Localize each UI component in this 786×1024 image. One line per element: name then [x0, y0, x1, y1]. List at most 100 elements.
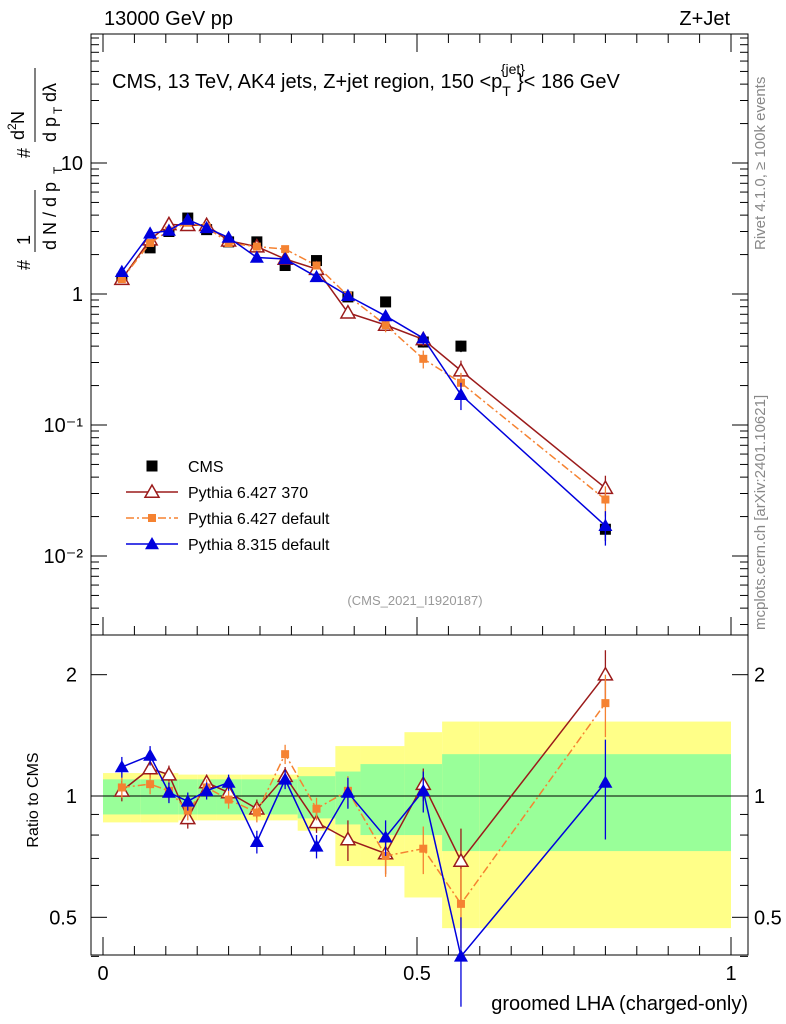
header-right: Z+Jet	[679, 8, 730, 30]
ratio-point	[278, 772, 293, 785]
svg-text:d N / d p: d N / d p	[40, 182, 60, 250]
data-point	[381, 320, 390, 329]
data-point	[199, 220, 214, 234]
main-ylabel: # 1 d N / d p T # d2N d p T dλ	[5, 68, 65, 270]
ratio-point	[146, 780, 155, 789]
ratio-ytick-label-left: 2	[66, 665, 77, 687]
data-point	[419, 354, 428, 363]
data-point	[312, 261, 321, 270]
chart-title-sup: {jet}	[501, 61, 525, 77]
legend-entry: CMS	[146, 459, 224, 476]
ratio-ytick-label-right: 0.5	[754, 907, 782, 929]
data-point	[339, 304, 357, 319]
main-ytick-label: 1	[72, 284, 83, 306]
ratio-point	[180, 794, 195, 807]
rivet-label: Rivet 4.1.0, ≥ 100k events	[752, 77, 769, 250]
ratio-point	[281, 750, 290, 759]
data-point	[252, 242, 261, 251]
svg-text:T: T	[51, 166, 65, 174]
data-point	[416, 331, 431, 344]
data-point	[144, 242, 156, 254]
chart-title-tail: }< 186 GeV	[517, 71, 621, 93]
ratio-bands	[91, 721, 748, 929]
data-point	[146, 239, 155, 248]
data-point	[117, 275, 126, 284]
svg-text:#: #	[14, 260, 34, 270]
data-point	[453, 387, 468, 401]
ratio-point	[199, 783, 214, 797]
legend-entry: Pythia 8.315 default	[126, 537, 330, 554]
series-line	[121, 221, 606, 501]
ratio-point	[249, 834, 264, 847]
svg-text:1: 1	[14, 235, 34, 245]
ratio-point	[117, 783, 126, 792]
ratio-series	[113, 650, 614, 1007]
main-ytick-label: 10	[61, 153, 83, 175]
chart-title: CMS, 13 TeV, AK4 jets, Z+jet region, 150…	[112, 61, 620, 99]
xtick-label: 1	[725, 963, 736, 985]
ratio-ytick-label-left: 0.5	[49, 907, 77, 929]
data-point	[180, 212, 195, 225]
main-ytick-label: 10⁻²	[44, 546, 84, 568]
ratio-point	[309, 839, 324, 852]
x-axis-label: groomed LHA (charged-only)	[491, 993, 748, 1015]
legend-entry: Pythia 6.427 370	[126, 483, 308, 502]
series-line	[121, 223, 606, 489]
main-series	[113, 212, 614, 546]
legend-marker	[148, 514, 156, 522]
ratio-point	[378, 830, 393, 843]
svg-text:dλ: dλ	[40, 83, 60, 102]
data-point	[221, 230, 236, 243]
ratio-point	[141, 760, 159, 775]
ratio-ytick-label-left: 1	[66, 786, 77, 808]
ratio-frame	[90, 634, 749, 956]
data-point	[161, 223, 176, 236]
ratio-point	[340, 785, 355, 798]
ratio-ytick-label-right: 2	[754, 665, 765, 687]
chart-title-main: CMS, 13 TeV, AK4 jets, Z+jet region, 150…	[112, 71, 502, 93]
svg-text:T: T	[51, 106, 65, 114]
data-point	[249, 250, 264, 263]
ratio-pythia-8-315-default	[114, 739, 613, 1007]
legend: CMS Pythia 6.427 370 Pythia 6.427 default P…	[126, 459, 330, 554]
header-left: 13000 GeV pp	[104, 8, 233, 30]
data-point	[281, 245, 290, 254]
ratio-point	[419, 844, 428, 853]
data-point	[309, 269, 324, 283]
data-point	[224, 239, 233, 248]
xtick-label: 0.5	[403, 963, 431, 985]
ratio-point	[453, 949, 468, 962]
ratio-point	[114, 760, 129, 773]
svg-text:d: d	[8, 130, 28, 140]
ratio-point	[601, 699, 610, 708]
legend-label: CMS	[188, 459, 224, 476]
data-point	[380, 296, 392, 308]
ratio-point	[224, 795, 233, 804]
ratio-point	[339, 830, 357, 846]
legend-label: Pythia 6.427 default	[188, 511, 330, 528]
ratio-point	[452, 852, 470, 867]
series-line	[121, 218, 606, 527]
series-pythia-8-315-default	[114, 212, 613, 546]
mcplots-label: mcplots.cern.ch [arXiv:2401.10621]	[752, 395, 769, 630]
svg-text:N: N	[8, 111, 28, 124]
legend-marker	[146, 460, 158, 472]
data-point	[455, 340, 467, 352]
legend-entry: Pythia 6.427 default	[126, 511, 330, 528]
svg-text:d p: d p	[40, 117, 60, 142]
ratio-point	[143, 748, 158, 761]
analysis-id: (CMS_2021_I1920187)	[347, 593, 482, 608]
main-ytick-label: 10⁻¹	[44, 415, 84, 437]
ratio-point	[598, 775, 613, 788]
legend-marker	[145, 537, 159, 550]
axes: 10⁻² 10⁻¹ 1 10 0.5 0.5 1 1 2 2 0 0.5 1	[44, 33, 782, 985]
svg-text:#: #	[14, 148, 34, 158]
xtick-label: 0	[97, 963, 108, 985]
ratio-point	[416, 783, 431, 797]
ratio-ytick-label-right: 1	[754, 786, 765, 808]
ratio-point	[161, 785, 176, 798]
legend-label: Pythia 6.427 370	[188, 485, 308, 502]
ratio-band-green	[140, 779, 160, 815]
ratio-point	[308, 813, 325, 829]
